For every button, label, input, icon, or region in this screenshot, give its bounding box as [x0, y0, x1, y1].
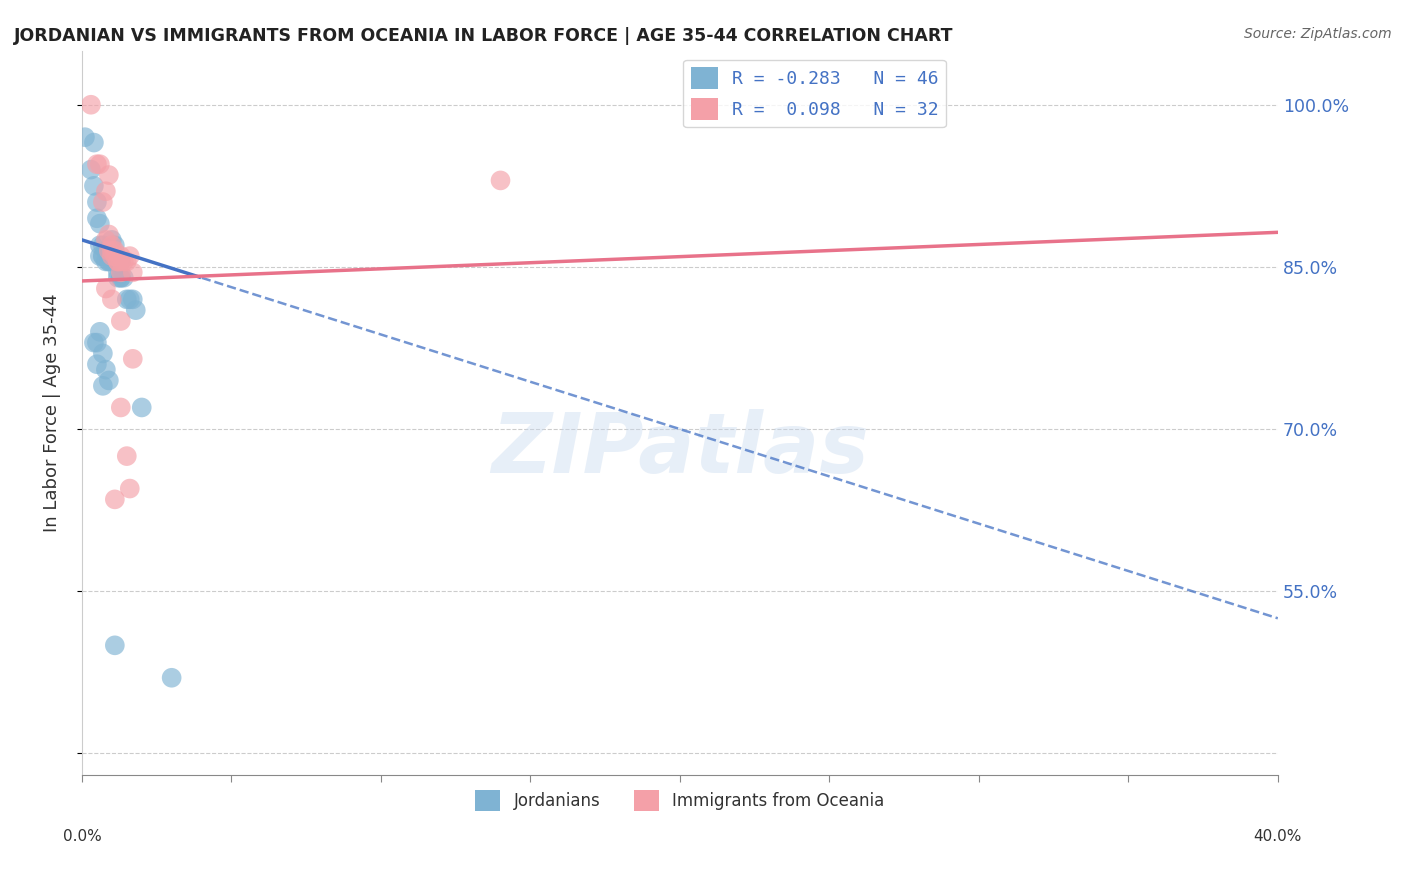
Text: ZIPatlas: ZIPatlas — [491, 409, 869, 490]
Y-axis label: In Labor Force | Age 35-44: In Labor Force | Age 35-44 — [44, 293, 60, 533]
Text: Source: ZipAtlas.com: Source: ZipAtlas.com — [1244, 27, 1392, 41]
Point — [101, 293, 124, 307]
Point — [94, 233, 117, 247]
Point — [80, 97, 103, 112]
Point — [97, 244, 120, 258]
Point — [121, 351, 143, 366]
Point — [489, 173, 512, 187]
Point — [131, 401, 153, 415]
Point — [80, 162, 103, 177]
Point — [112, 254, 135, 268]
Point — [118, 482, 141, 496]
Point — [86, 157, 108, 171]
Text: 40.0%: 40.0% — [1254, 830, 1302, 844]
Point — [97, 227, 120, 242]
Point — [91, 249, 114, 263]
Text: JORDANIAN VS IMMIGRANTS FROM OCEANIA IN LABOR FORCE | AGE 35-44 CORRELATION CHAR: JORDANIAN VS IMMIGRANTS FROM OCEANIA IN … — [14, 27, 953, 45]
Point — [86, 211, 108, 226]
Point — [104, 638, 127, 652]
Point — [94, 184, 117, 198]
Point — [91, 346, 114, 360]
Point — [91, 195, 114, 210]
Point — [94, 254, 117, 268]
Point — [91, 238, 114, 252]
Point — [89, 249, 111, 263]
Point — [110, 249, 132, 263]
Point — [110, 270, 132, 285]
Point — [110, 314, 132, 328]
Point — [110, 265, 132, 279]
Text: 0.0%: 0.0% — [63, 830, 101, 844]
Point — [118, 249, 141, 263]
Point — [115, 449, 138, 463]
Point — [97, 249, 120, 263]
Point — [115, 293, 138, 307]
Point — [112, 270, 135, 285]
Point — [101, 254, 124, 268]
Point — [97, 254, 120, 268]
Point — [121, 293, 143, 307]
Point — [107, 270, 129, 285]
Point — [86, 335, 108, 350]
Point — [118, 293, 141, 307]
Point — [101, 233, 124, 247]
Point — [104, 249, 127, 263]
Point — [83, 335, 105, 350]
Point — [97, 249, 120, 263]
Point — [86, 357, 108, 371]
Point — [104, 244, 127, 258]
Point — [121, 265, 143, 279]
Point — [86, 195, 108, 210]
Point — [91, 379, 114, 393]
Point — [89, 325, 111, 339]
Point — [97, 373, 120, 387]
Point — [91, 249, 114, 263]
Point — [104, 249, 127, 263]
Point — [94, 244, 117, 258]
Point — [101, 238, 124, 252]
Point — [94, 281, 117, 295]
Point — [97, 168, 120, 182]
Legend: Jordanians, Immigrants from Oceania: Jordanians, Immigrants from Oceania — [468, 784, 891, 817]
Point — [110, 401, 132, 415]
Point — [104, 238, 127, 252]
Point — [110, 254, 132, 268]
Point — [110, 270, 132, 285]
Point — [101, 249, 124, 263]
Point — [160, 671, 183, 685]
Point — [94, 362, 117, 376]
Point — [107, 254, 129, 268]
Point — [73, 130, 96, 145]
Point — [101, 249, 124, 263]
Point — [107, 265, 129, 279]
Point — [107, 254, 129, 268]
Point — [101, 254, 124, 268]
Point — [115, 254, 138, 268]
Point — [83, 136, 105, 150]
Point — [89, 217, 111, 231]
Point — [107, 254, 129, 268]
Point — [89, 157, 111, 171]
Point — [89, 238, 111, 252]
Point — [101, 244, 124, 258]
Point — [97, 254, 120, 268]
Point — [125, 303, 148, 318]
Point — [83, 178, 105, 193]
Point — [110, 254, 132, 268]
Point — [104, 492, 127, 507]
